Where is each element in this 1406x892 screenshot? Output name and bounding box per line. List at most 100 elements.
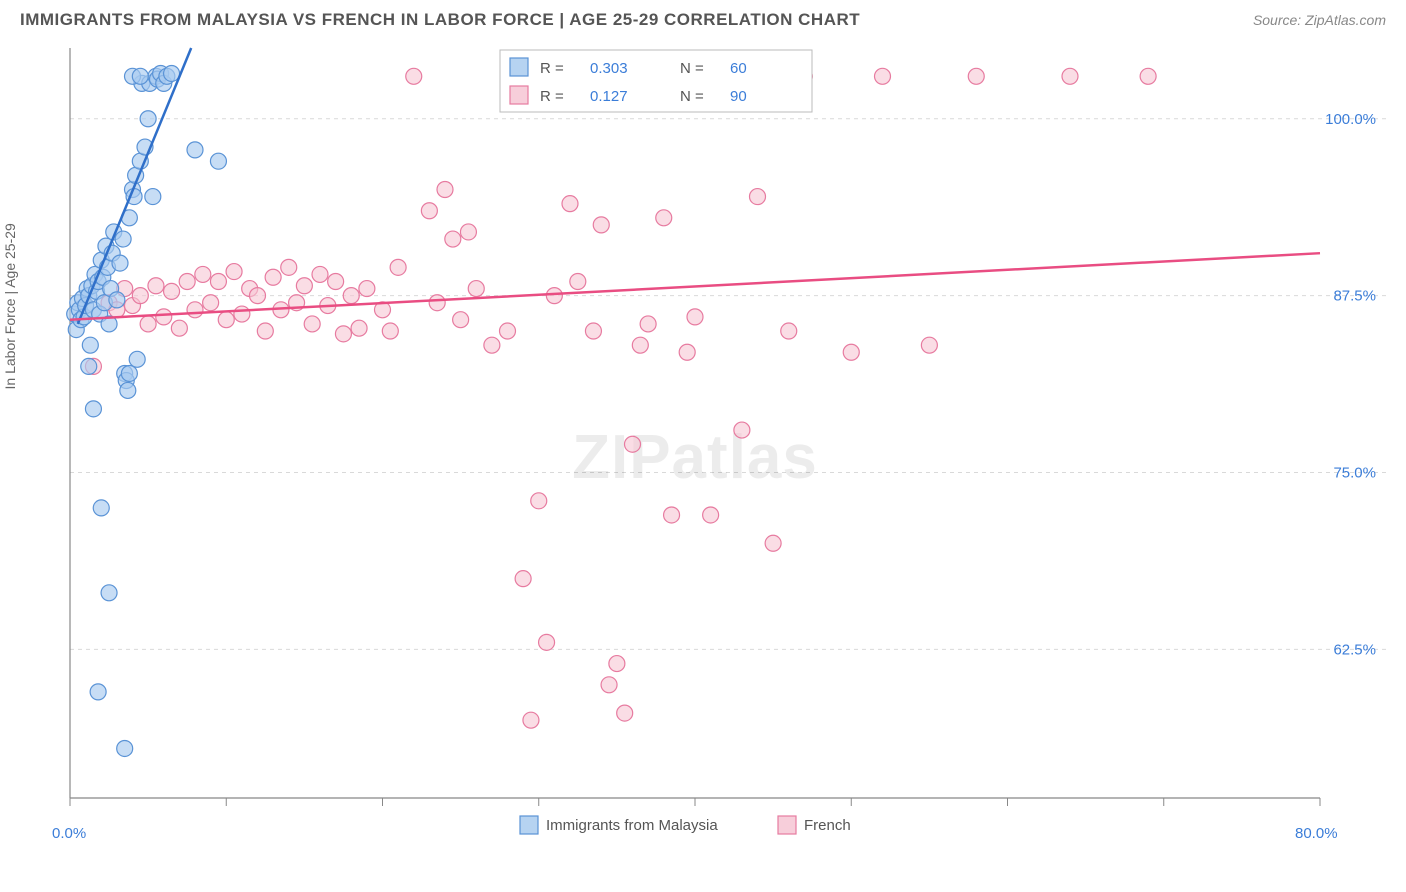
french-point <box>281 259 297 275</box>
french-point <box>632 337 648 353</box>
french-point <box>359 281 375 297</box>
french-point <box>382 323 398 339</box>
french-point <box>523 712 539 728</box>
malaysia-point <box>90 684 106 700</box>
malaysia-point <box>82 337 98 353</box>
malaysia-trendline <box>78 48 191 324</box>
french-point <box>187 302 203 318</box>
french-point <box>664 507 680 523</box>
x-tick-label: 0.0% <box>52 825 86 842</box>
malaysia-point <box>120 382 136 398</box>
svg-text:N =: N = <box>680 60 704 77</box>
french-point <box>203 295 219 311</box>
svg-text:R =: R = <box>540 88 564 105</box>
french-point <box>296 278 312 294</box>
french-point <box>132 288 148 304</box>
french-point <box>218 312 234 328</box>
french-point <box>531 493 547 509</box>
malaysia-point <box>109 292 125 308</box>
french-point <box>1062 68 1078 84</box>
french-point <box>843 344 859 360</box>
french-point <box>750 189 766 205</box>
french-point <box>625 436 641 452</box>
french-point <box>656 210 672 226</box>
malaysia-point <box>112 255 128 271</box>
french-point <box>234 306 250 322</box>
french-point <box>351 320 367 336</box>
malaysia-point <box>129 351 145 367</box>
french-point <box>148 278 164 294</box>
malaysia-point <box>85 401 101 417</box>
malaysia-point <box>140 111 156 127</box>
french-point <box>257 323 273 339</box>
french-point <box>453 312 469 328</box>
svg-text:60: 60 <box>730 60 747 77</box>
french-point <box>875 68 891 84</box>
svg-text:90: 90 <box>730 88 747 105</box>
svg-text:0.303: 0.303 <box>590 60 628 77</box>
french-point <box>390 259 406 275</box>
scatter-chart: 62.5%75.0%87.5%100.0%0.0%80.0%ZIPatlasR … <box>20 38 1386 858</box>
french-point <box>140 316 156 332</box>
french-point <box>687 309 703 325</box>
french-point <box>562 196 578 212</box>
french-point <box>312 266 328 282</box>
y-tick-label: 62.5% <box>1333 641 1376 658</box>
y-tick-label: 75.0% <box>1333 465 1376 482</box>
french-point <box>250 288 266 304</box>
malaysia-point <box>210 153 226 169</box>
french-point <box>468 281 484 297</box>
french-point <box>734 422 750 438</box>
french-point <box>539 634 555 650</box>
french-point <box>406 68 422 84</box>
malaysia-point <box>187 142 203 158</box>
french-point <box>445 231 461 247</box>
french-point <box>210 273 226 289</box>
malaysia-point <box>132 68 148 84</box>
french-point <box>921 337 937 353</box>
french-point <box>179 273 195 289</box>
french-point <box>609 656 625 672</box>
french-point <box>585 323 601 339</box>
x-tick-label: 80.0% <box>1295 825 1338 842</box>
french-point <box>703 507 719 523</box>
french-point <box>1140 68 1156 84</box>
legend-label-french: French <box>804 817 851 834</box>
correlation-legend: R =0.303N =60R =0.127N =90 <box>500 50 812 112</box>
source-label: Source: ZipAtlas.com <box>1253 12 1386 28</box>
french-point <box>335 326 351 342</box>
french-point <box>343 288 359 304</box>
y-tick-label: 100.0% <box>1325 111 1376 128</box>
y-axis-label: In Labor Force | Age 25-29 <box>2 223 18 389</box>
malaysia-point <box>93 500 109 516</box>
french-point <box>968 68 984 84</box>
french-point <box>304 316 320 332</box>
french-point <box>601 677 617 693</box>
malaysia-point <box>121 365 137 381</box>
french-point <box>484 337 500 353</box>
french-point <box>460 224 476 240</box>
french-point <box>546 288 562 304</box>
malaysia-point <box>101 585 117 601</box>
french-point <box>679 344 695 360</box>
malaysia-point <box>81 358 97 374</box>
french-point <box>429 295 445 311</box>
series-legend: Immigrants from MalaysiaFrench <box>520 816 851 834</box>
french-point <box>593 217 609 233</box>
french-point <box>500 323 516 339</box>
french-point <box>570 273 586 289</box>
french-point <box>437 182 453 198</box>
french-point <box>226 264 242 280</box>
malaysia-point <box>117 740 133 756</box>
french-point <box>781 323 797 339</box>
svg-text:0.127: 0.127 <box>590 88 628 105</box>
chart-container: In Labor Force | Age 25-29 62.5%75.0%87.… <box>20 38 1386 858</box>
french-point <box>515 571 531 587</box>
malaysia-point <box>115 231 131 247</box>
french-point <box>195 266 211 282</box>
french-point <box>765 535 781 551</box>
french-point <box>171 320 187 336</box>
chart-title: IMMIGRANTS FROM MALAYSIA VS FRENCH IN LA… <box>20 10 860 30</box>
french-point <box>640 316 656 332</box>
malaysia-point <box>145 189 161 205</box>
